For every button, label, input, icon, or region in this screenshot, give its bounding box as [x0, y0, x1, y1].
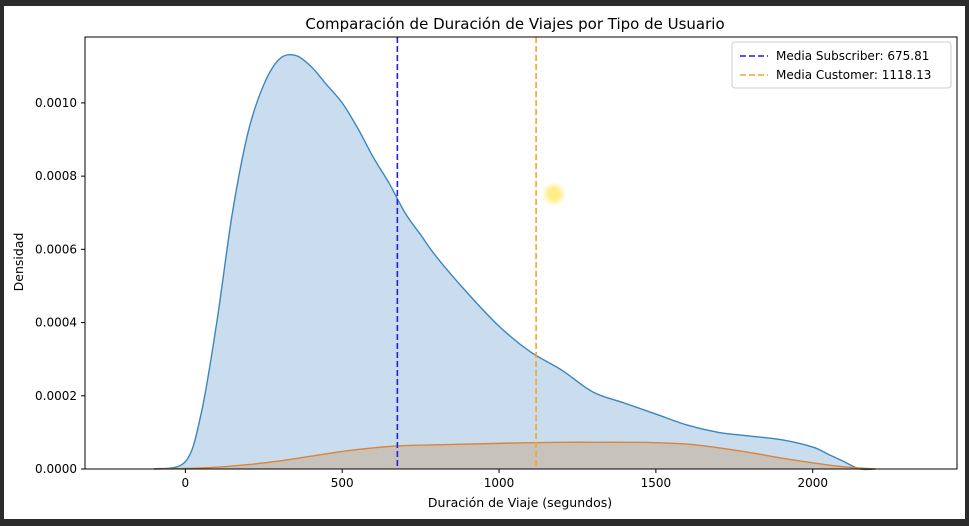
x-tick-label: 1500 — [641, 476, 672, 490]
chart-title: Comparación de Duración de Viajes por Ti… — [305, 15, 724, 33]
kde-chart: Comparación de Duración de Viajes por Ti… — [11, 15, 958, 510]
y-axis-label: Densidad — [11, 233, 26, 292]
x-tick-label: 1000 — [484, 476, 515, 490]
x-axis-label: Duración de Viaje (segundos) — [428, 495, 612, 510]
y-tick-label: 0.0000 — [35, 462, 77, 476]
y-tick-label: 0.0002 — [35, 389, 77, 403]
y-tick-label: 0.0004 — [35, 316, 77, 330]
series-layer — [153, 53, 876, 471]
y-tick-label: 0.0006 — [35, 242, 77, 256]
x-axis-ticks: 0 500 1000 1500 2000 — [182, 469, 828, 490]
x-tick-label: 2000 — [797, 476, 828, 490]
legend-entry: Media Subscriber: 675.81 — [776, 49, 929, 63]
legend-box — [731, 41, 952, 89]
customer-density-area — [154, 442, 876, 469]
subscriber-density-area — [154, 54, 876, 470]
y-axis-ticks: 0.0000 0.0002 0.0004 0.0006 0.0008 0.0010 — [35, 96, 85, 476]
plot-border — [84, 36, 958, 470]
y-tick-label: 0.0008 — [35, 169, 77, 183]
legend-entry: Media Customer: 1118.13 — [776, 68, 931, 82]
customer-density-line — [153, 441, 876, 470]
x-tick-label: 0 — [182, 476, 190, 490]
mean-lines — [396, 37, 537, 469]
x-tick-label: 500 — [331, 476, 354, 490]
subscriber-density-line — [153, 53, 876, 471]
mouse-cursor-highlight — [542, 182, 566, 206]
y-tick-label: 0.0010 — [35, 96, 77, 110]
legend: Media Subscriber: 675.81 Media Customer: … — [731, 41, 952, 89]
figure-frame: Comparación de Duración de Viajes por Ti… — [4, 6, 965, 519]
